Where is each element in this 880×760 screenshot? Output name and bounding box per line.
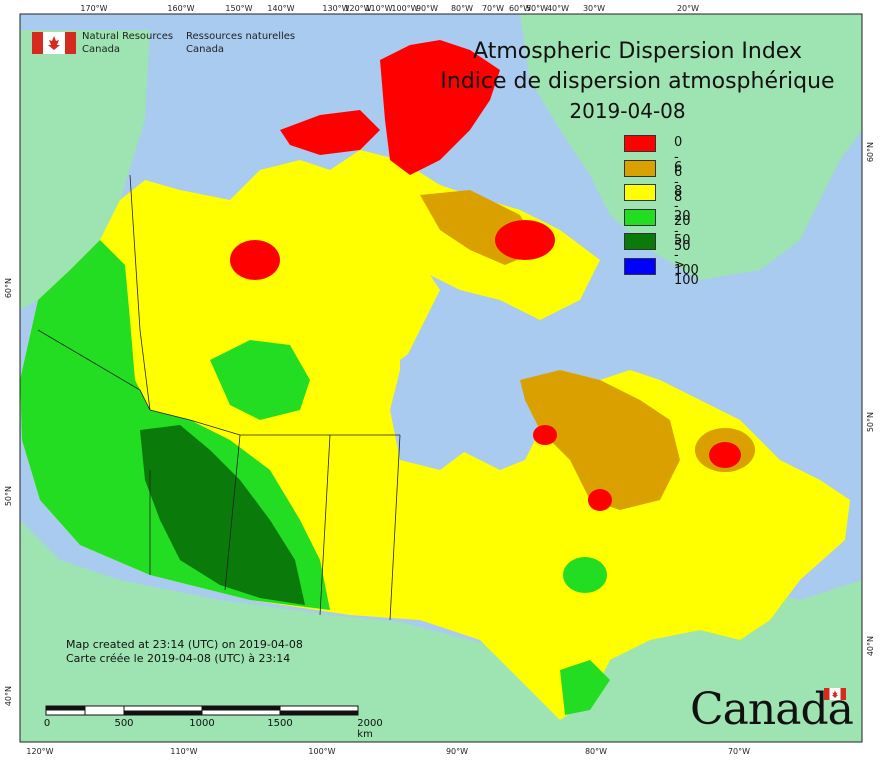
tick-label: 40°N — [866, 636, 875, 657]
tick-label: 80°W — [450, 4, 474, 13]
red-spot-labrador — [709, 442, 741, 468]
title-english: Atmospheric Dispersion Index — [473, 39, 802, 64]
tick-label: 90°W — [415, 4, 439, 13]
scale-label: 0 — [43, 718, 51, 729]
canada-flag-icon — [32, 32, 76, 54]
tick-label: 50°W — [525, 4, 549, 13]
alaska — [20, 30, 150, 310]
legend-label: 50 - 100 — [674, 233, 699, 278]
agency-name-english: Natural Resources Canada — [82, 30, 173, 56]
title-date: 2019-04-08 — [569, 99, 686, 123]
tick-label: 140°W — [267, 4, 295, 13]
tick-label: 80°W — [584, 747, 608, 756]
tick-label: 70°W — [727, 747, 751, 756]
scale-label: 1500 — [267, 718, 293, 729]
legend-swatch — [624, 257, 656, 275]
tick-label: 20°W — [676, 4, 700, 13]
legend-label: 20 - 50 — [674, 208, 691, 254]
wordmark-flag-icon — [824, 688, 846, 700]
legend-label: 0 - 6 — [674, 135, 683, 180]
red-spot-baffin — [495, 220, 555, 260]
credit-french: Carte créée le 2019-04-08 (UTC) à 23:14 — [66, 652, 291, 665]
tick-label: 60°N — [4, 278, 13, 299]
ellesmere-island — [380, 40, 500, 175]
green-zone-central-ontario — [563, 557, 607, 593]
tick-label: 50°N — [4, 486, 13, 507]
legend-label: 6 - 8 — [674, 159, 683, 205]
agency-line: Canada — [82, 44, 121, 55]
tick-label: 110°W — [365, 4, 393, 13]
map-border — [19, 13, 863, 743]
agency-line: Canada — [186, 44, 225, 55]
greenland — [520, 14, 862, 280]
legend-label: 8 - 20 — [674, 184, 691, 229]
tick-label: 120°W — [26, 747, 54, 756]
canada-wordmark: Canada — [690, 688, 854, 732]
tick-label: 90°W — [445, 747, 469, 756]
credit-english: Map created at 23:14 (UTC) on 2019-04-08 — [66, 638, 303, 651]
north-green-zone — [210, 340, 310, 420]
tick-label: 110°W — [170, 747, 198, 756]
provincial-borders — [37, 174, 401, 621]
scale-label: 1000 — [189, 718, 215, 729]
scale-label: 500 — [114, 718, 134, 729]
legend-swatch — [624, 184, 656, 201]
legend-swatch — [624, 135, 656, 152]
agency-line: Ressources naturelles — [186, 31, 296, 42]
tick-label: 170°W — [80, 4, 108, 13]
red-spot-quebec — [588, 489, 612, 511]
tick-label: 70°W — [481, 4, 505, 13]
scale-bar: 0 500 1000 1500 2000 km — [43, 703, 385, 740]
agency-name-french: Ressources naturelles Canada — [186, 30, 295, 56]
legend-label: > 100 — [674, 257, 699, 288]
scale-bar-graphic — [45, 705, 359, 716]
red-spot-james-bay — [533, 425, 557, 445]
tick-label: 130°W — [322, 4, 350, 13]
hudson-bay — [400, 330, 540, 470]
legend-swatch — [624, 208, 656, 226]
tick-label: 160°W — [167, 4, 195, 13]
tick-label: 40°N — [4, 686, 13, 707]
scale-label: 2000 km — [357, 718, 383, 740]
ontario-green-zone — [560, 660, 610, 715]
agency-line: Natural Resources — [82, 31, 174, 42]
legend-swatch — [624, 159, 656, 177]
arctic-islands — [230, 150, 600, 320]
legend-swatch — [624, 233, 656, 250]
tick-label: 50°N — [866, 412, 875, 433]
map-title: Atmospheric Dispersion Index Indice de d… — [415, 37, 860, 125]
title-french: Indice de dispersion atmosphérique — [440, 69, 835, 94]
united-states — [20, 520, 862, 742]
tick-label: 100°W — [391, 4, 419, 13]
tick-label: 150°W — [225, 4, 253, 13]
quebec-orange-zone — [520, 370, 680, 510]
tick-label: 40°W — [546, 4, 570, 13]
tick-label: 120°W — [344, 4, 372, 13]
arctic-red-west — [280, 110, 380, 155]
tick-label: 30°W — [582, 4, 606, 13]
tick-label: 60°W — [508, 4, 532, 13]
red-spot-arctic — [230, 240, 280, 280]
tick-label: 60°N — [866, 142, 875, 163]
map-credits: Map created at 23:14 (UTC) on 2019-04-08… — [66, 638, 303, 666]
tick-label: 100°W — [308, 747, 336, 756]
prairie-dark-green-zone — [140, 425, 305, 605]
